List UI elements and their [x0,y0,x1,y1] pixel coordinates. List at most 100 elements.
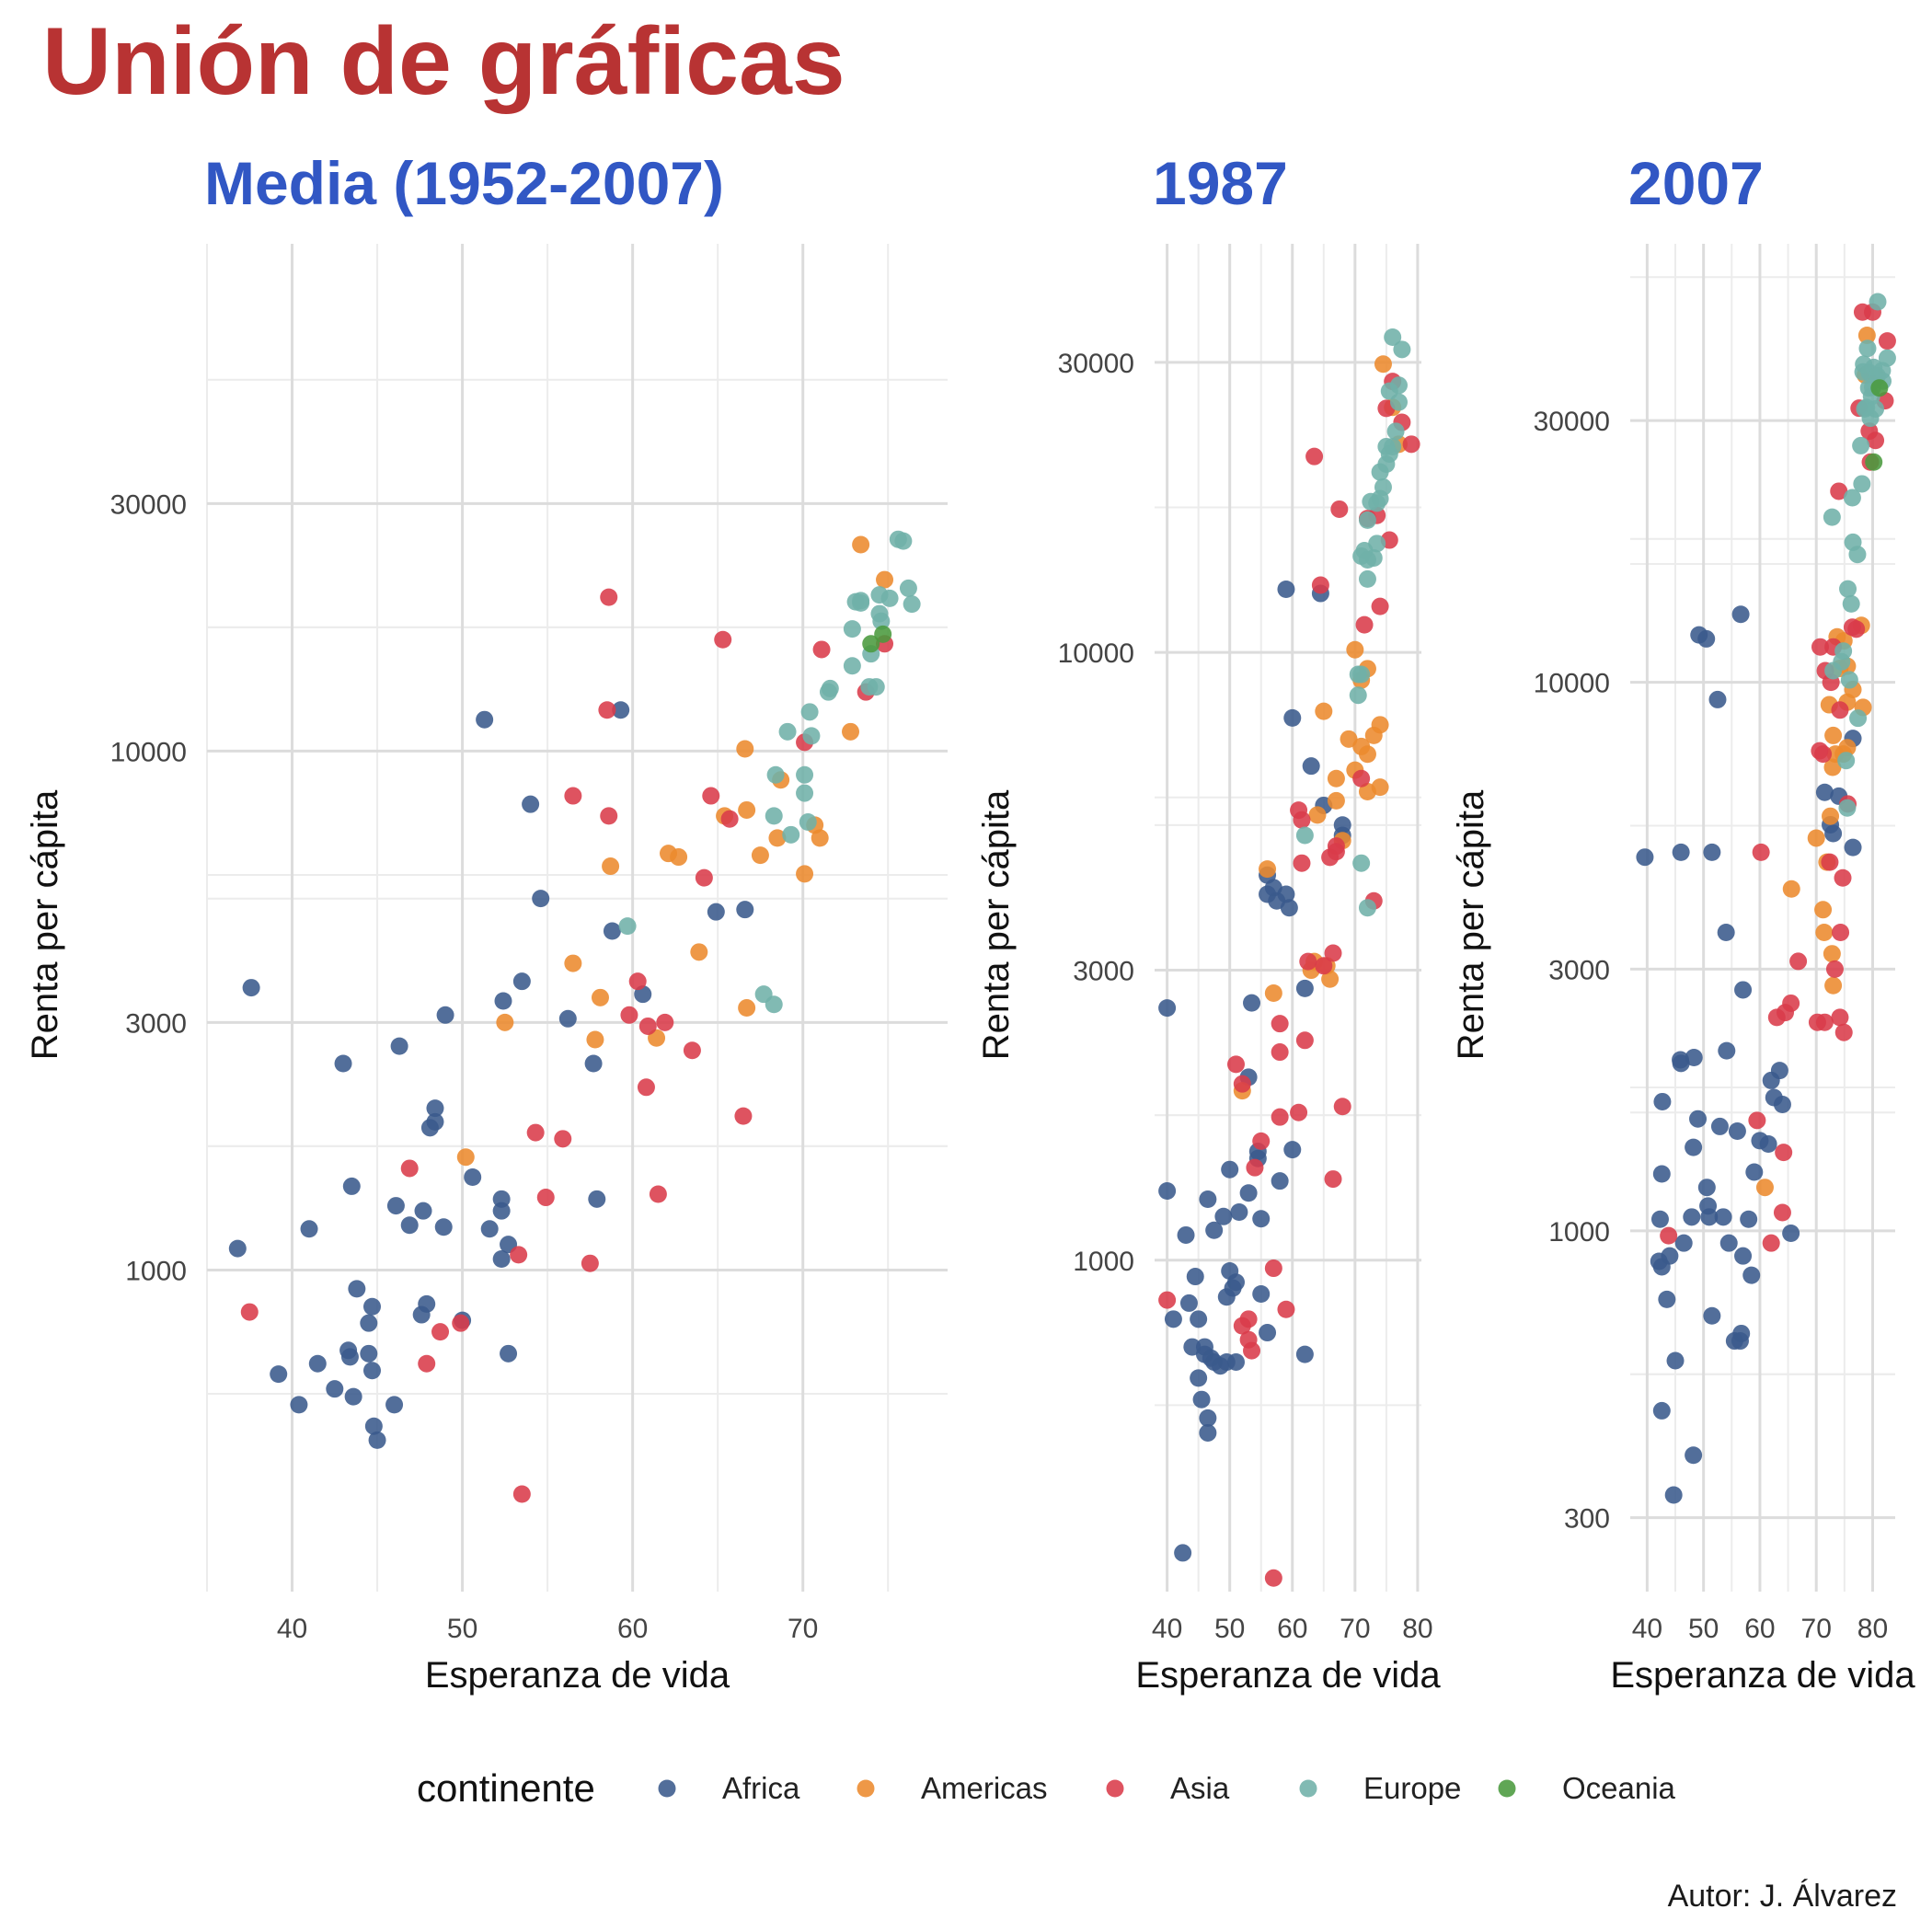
point-asia [512,1485,531,1503]
point-africa [426,1099,444,1118]
point-asia [1293,854,1311,872]
point-asia [1762,1234,1780,1252]
point-asia [714,630,732,649]
point-africa [1283,1141,1302,1159]
point-asia [1831,701,1849,719]
legend-title: continente [417,1766,595,1810]
point-americas [751,846,769,865]
point-africa [434,1218,453,1236]
point-africa [736,901,754,919]
point-europe [1839,580,1857,598]
point-asia [1752,843,1770,861]
point-asia [1158,1291,1177,1309]
point-asia [1782,994,1800,1012]
point-asia [1789,952,1808,971]
point-africa [1226,1273,1245,1292]
point-asia [1825,960,1844,978]
point-europe [796,784,814,802]
point-asia [1814,745,1833,764]
point-asia [554,1130,572,1148]
point-africa [414,1202,432,1220]
point-africa [1710,1117,1729,1135]
x-tick-label: 70 [1801,1614,1832,1644]
point-asia [702,787,720,805]
point-europe [1295,826,1314,845]
point-africa [1742,1266,1761,1284]
point-asia [1748,1111,1766,1130]
point-africa [1824,824,1843,843]
point-africa [532,890,550,908]
y-tick-label: 30000 [1058,349,1134,379]
point-africa [1674,1234,1693,1252]
y-tick-label: 3000 [1548,955,1610,985]
point-americas [768,829,787,847]
point-europe [903,595,921,614]
point-americas [456,1148,475,1167]
point-africa [1815,783,1834,801]
point-asia [1867,431,1885,450]
y-axis-label: Renta per cápita [25,789,65,1060]
point-africa [494,992,512,1010]
point-africa [1652,1401,1671,1420]
point-africa [364,1417,383,1435]
point-africa [1283,708,1302,727]
point-africa [300,1220,318,1238]
point-americas [1823,758,1842,776]
point-europe [1389,376,1408,395]
point-europe [1838,799,1857,817]
point-americas [1814,901,1833,919]
point-europe [1352,665,1371,684]
point-asia [1660,1226,1678,1245]
point-asia [638,1017,657,1035]
point-asia [600,807,618,825]
point-africa [1177,1225,1195,1244]
point-africa [492,1249,511,1268]
point-europe [1843,489,1861,507]
point-asia [1271,1043,1289,1062]
point-africa [1221,1160,1239,1179]
point-americas [591,988,609,1006]
point-asia [1264,1259,1282,1278]
point-africa [707,903,725,921]
point-asia [1277,1300,1295,1318]
point-asia [1830,482,1848,500]
point-asia [812,640,831,659]
point-europe [778,722,797,741]
point-africa [480,1220,499,1238]
point-africa [1205,1221,1224,1239]
point-africa [340,1348,359,1366]
point-americas [1857,327,1876,345]
point-americas [1327,769,1345,788]
y-tick-label: 30000 [1534,407,1610,437]
point-asia [1299,952,1317,971]
point-asia [1239,1310,1258,1328]
point-africa [1683,1208,1701,1226]
point-asia [1243,1341,1261,1360]
y-tick-label: 10000 [1534,669,1610,699]
point-africa [228,1239,247,1258]
point-africa [418,1294,436,1313]
point-europe [1867,399,1885,418]
point-africa [1770,1062,1788,1080]
point-africa [1658,1290,1676,1308]
point-africa [1697,1179,1716,1197]
point-africa [1280,899,1298,917]
point-asia [1330,500,1349,518]
point-asia [598,701,616,719]
point-oceania [874,625,892,643]
x-tick-label: 40 [1152,1614,1182,1644]
point-asia [683,1041,701,1060]
point-asia [1775,1144,1793,1162]
point-africa [1158,999,1177,1018]
point-asia [1333,1098,1351,1116]
point-africa [1302,757,1320,776]
point-europe [796,765,814,784]
point-africa [612,701,630,719]
point-europe [821,679,839,697]
point-africa [308,1354,327,1373]
point-africa [400,1216,419,1235]
x-tick-label: 60 [1277,1614,1307,1644]
point-europe [1374,477,1392,496]
point-americas [690,943,708,961]
